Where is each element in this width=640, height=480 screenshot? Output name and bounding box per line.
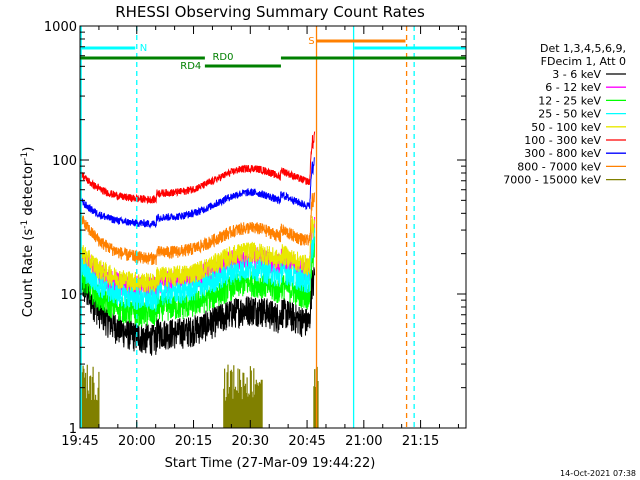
legend-header-decimation: FDecim 1, Att 0 xyxy=(541,55,626,68)
series-line-800-7000-kev xyxy=(79,192,316,266)
legend-label: 25 - 50 keV xyxy=(538,108,601,121)
axes: 19:45 20:00 20:15 20:30 20:45 21:00 21:15 1 10 10… xyxy=(44,20,467,449)
series-line-100-300-kev xyxy=(79,131,316,205)
legend: Det 1,3,4,5,6,9, FDecim 1, Att 0 3 - 6 k… xyxy=(503,42,626,187)
legend-label: 3 - 6 keV xyxy=(552,68,601,81)
chart-title: RHESSI Observing Summary Count Rates xyxy=(115,3,425,21)
annotation-s: S xyxy=(308,36,314,47)
x-tick-label: 19:45 xyxy=(61,434,98,449)
y-axis-label-mid: detector xyxy=(21,160,36,220)
plot-area: N RD0 RD4 S xyxy=(79,26,466,428)
x-axis-label: Start Time (27-Mar-09 19:44:22) xyxy=(165,456,376,471)
x-tick-label: 20:30 xyxy=(232,434,269,449)
x-tick-label: 20:00 xyxy=(118,434,155,449)
y-tick-label: 1000 xyxy=(44,20,77,35)
series-line-300-800-kev xyxy=(79,157,315,229)
y-tick-label: 10 xyxy=(60,288,77,303)
y-axis-label-sup2: -1 xyxy=(20,152,30,161)
series-line-3-6-kev xyxy=(79,267,316,356)
annotation-rd4: RD4 xyxy=(180,61,201,72)
annotation-rd0: RD0 xyxy=(212,52,233,63)
legend-label: 7000 - 15000 keV xyxy=(503,174,601,187)
series-line-50-100-kev xyxy=(79,216,316,293)
x-tick-label: 20:15 xyxy=(175,434,212,449)
svg-text:Count Rate (s-1 detector-1): Count Rate (s-1 detector-1) xyxy=(20,147,36,318)
plot-frame xyxy=(79,25,467,429)
y-axis-label: Count Rate (s-1 detector-1) xyxy=(20,147,36,318)
legend-label: 100 - 300 keV xyxy=(524,134,601,147)
series-line-7000-15000-kev xyxy=(81,364,319,428)
y-tick-label: 100 xyxy=(52,154,77,169)
y-axis-label-sup1: -1 xyxy=(20,220,30,229)
y-axis-label-end: ) xyxy=(21,147,36,152)
x-tick-label: 21:00 xyxy=(345,434,382,449)
legend-label: 12 - 25 keV xyxy=(538,94,601,107)
x-tick-label: 21:15 xyxy=(402,434,439,449)
y-tick-label: 1 xyxy=(69,422,77,437)
series-line-25-50-kev xyxy=(79,227,316,312)
legend-label: 800 - 7000 keV xyxy=(517,160,601,173)
x-tick-label: 20:45 xyxy=(288,434,325,449)
footer-date-stamp: 14-Oct-2021 07:38 xyxy=(560,469,636,478)
legend-header-detectors: Det 1,3,4,5,6,9, xyxy=(540,42,626,55)
y-axis-label-main: Count Rate (s xyxy=(21,229,36,318)
legend-label: 300 - 800 keV xyxy=(524,147,601,160)
annotation-n: N xyxy=(140,43,147,54)
legend-label: 50 - 100 keV xyxy=(531,121,601,134)
legend-label: 6 - 12 keV xyxy=(545,81,601,94)
